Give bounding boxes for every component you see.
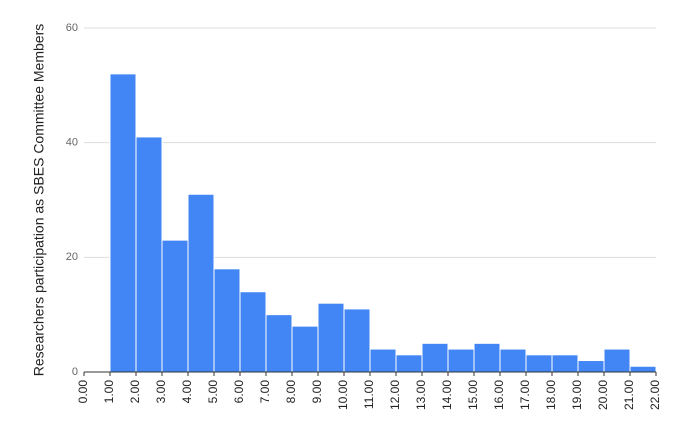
x-tick-label: 4.00: [180, 380, 194, 404]
bar: [447, 348, 475, 373]
x-tick-label: 0.00: [76, 380, 90, 404]
bar: [343, 308, 371, 373]
x-tick-label: 7.00: [258, 380, 272, 404]
x-tick-label: 13.00: [414, 380, 428, 410]
y-axis-label: Researchers participation as SBES Commit…: [31, 24, 47, 376]
bar: [187, 193, 215, 373]
bar: [369, 348, 397, 373]
x-tick-label: 14.00: [440, 380, 454, 410]
bar: [317, 302, 345, 373]
bar: [395, 354, 423, 373]
y-tick-label: 0: [72, 366, 78, 378]
bar: [135, 136, 163, 373]
x-tick-label: 1.00: [102, 380, 116, 404]
x-tick-label: 10.00: [336, 380, 350, 410]
bar: [499, 348, 527, 373]
bar: [213, 268, 241, 373]
bar: [239, 291, 267, 373]
x-tick-label: 17.00: [518, 380, 532, 410]
y-tick-label: 20: [66, 251, 78, 263]
bar: [161, 239, 189, 373]
x-tick-label: 3.00: [154, 380, 168, 404]
bar: [629, 365, 657, 373]
bar: [265, 314, 293, 373]
bar: [291, 325, 319, 373]
x-tick-label: 6.00: [232, 380, 246, 404]
y-tick-label: 40: [66, 137, 78, 149]
x-tick-label: 21.00: [622, 380, 636, 410]
bar: [525, 354, 553, 373]
x-tick-label: 9.00: [310, 380, 324, 404]
x-tick-label: 22.00: [648, 380, 662, 410]
x-tick-label: 18.00: [544, 380, 558, 410]
x-tick-label: 2.00: [128, 380, 142, 404]
x-tick-label: 20.00: [596, 380, 610, 410]
bar: [109, 73, 137, 373]
x-tick-label: 15.00: [466, 380, 480, 410]
x-tick-label: 5.00: [206, 380, 220, 404]
bar: [551, 354, 579, 373]
x-tick-label: 12.00: [388, 380, 402, 410]
x-tick-label: 19.00: [570, 380, 584, 410]
bar: [421, 342, 449, 373]
bar: [577, 360, 605, 373]
x-tick-label: 16.00: [492, 380, 506, 410]
x-tick-label: 11.00: [362, 380, 376, 409]
y-tick-label: 60: [66, 22, 78, 34]
bar: [473, 342, 501, 373]
bar: [603, 348, 631, 373]
x-tick-label: 8.00: [284, 380, 298, 404]
